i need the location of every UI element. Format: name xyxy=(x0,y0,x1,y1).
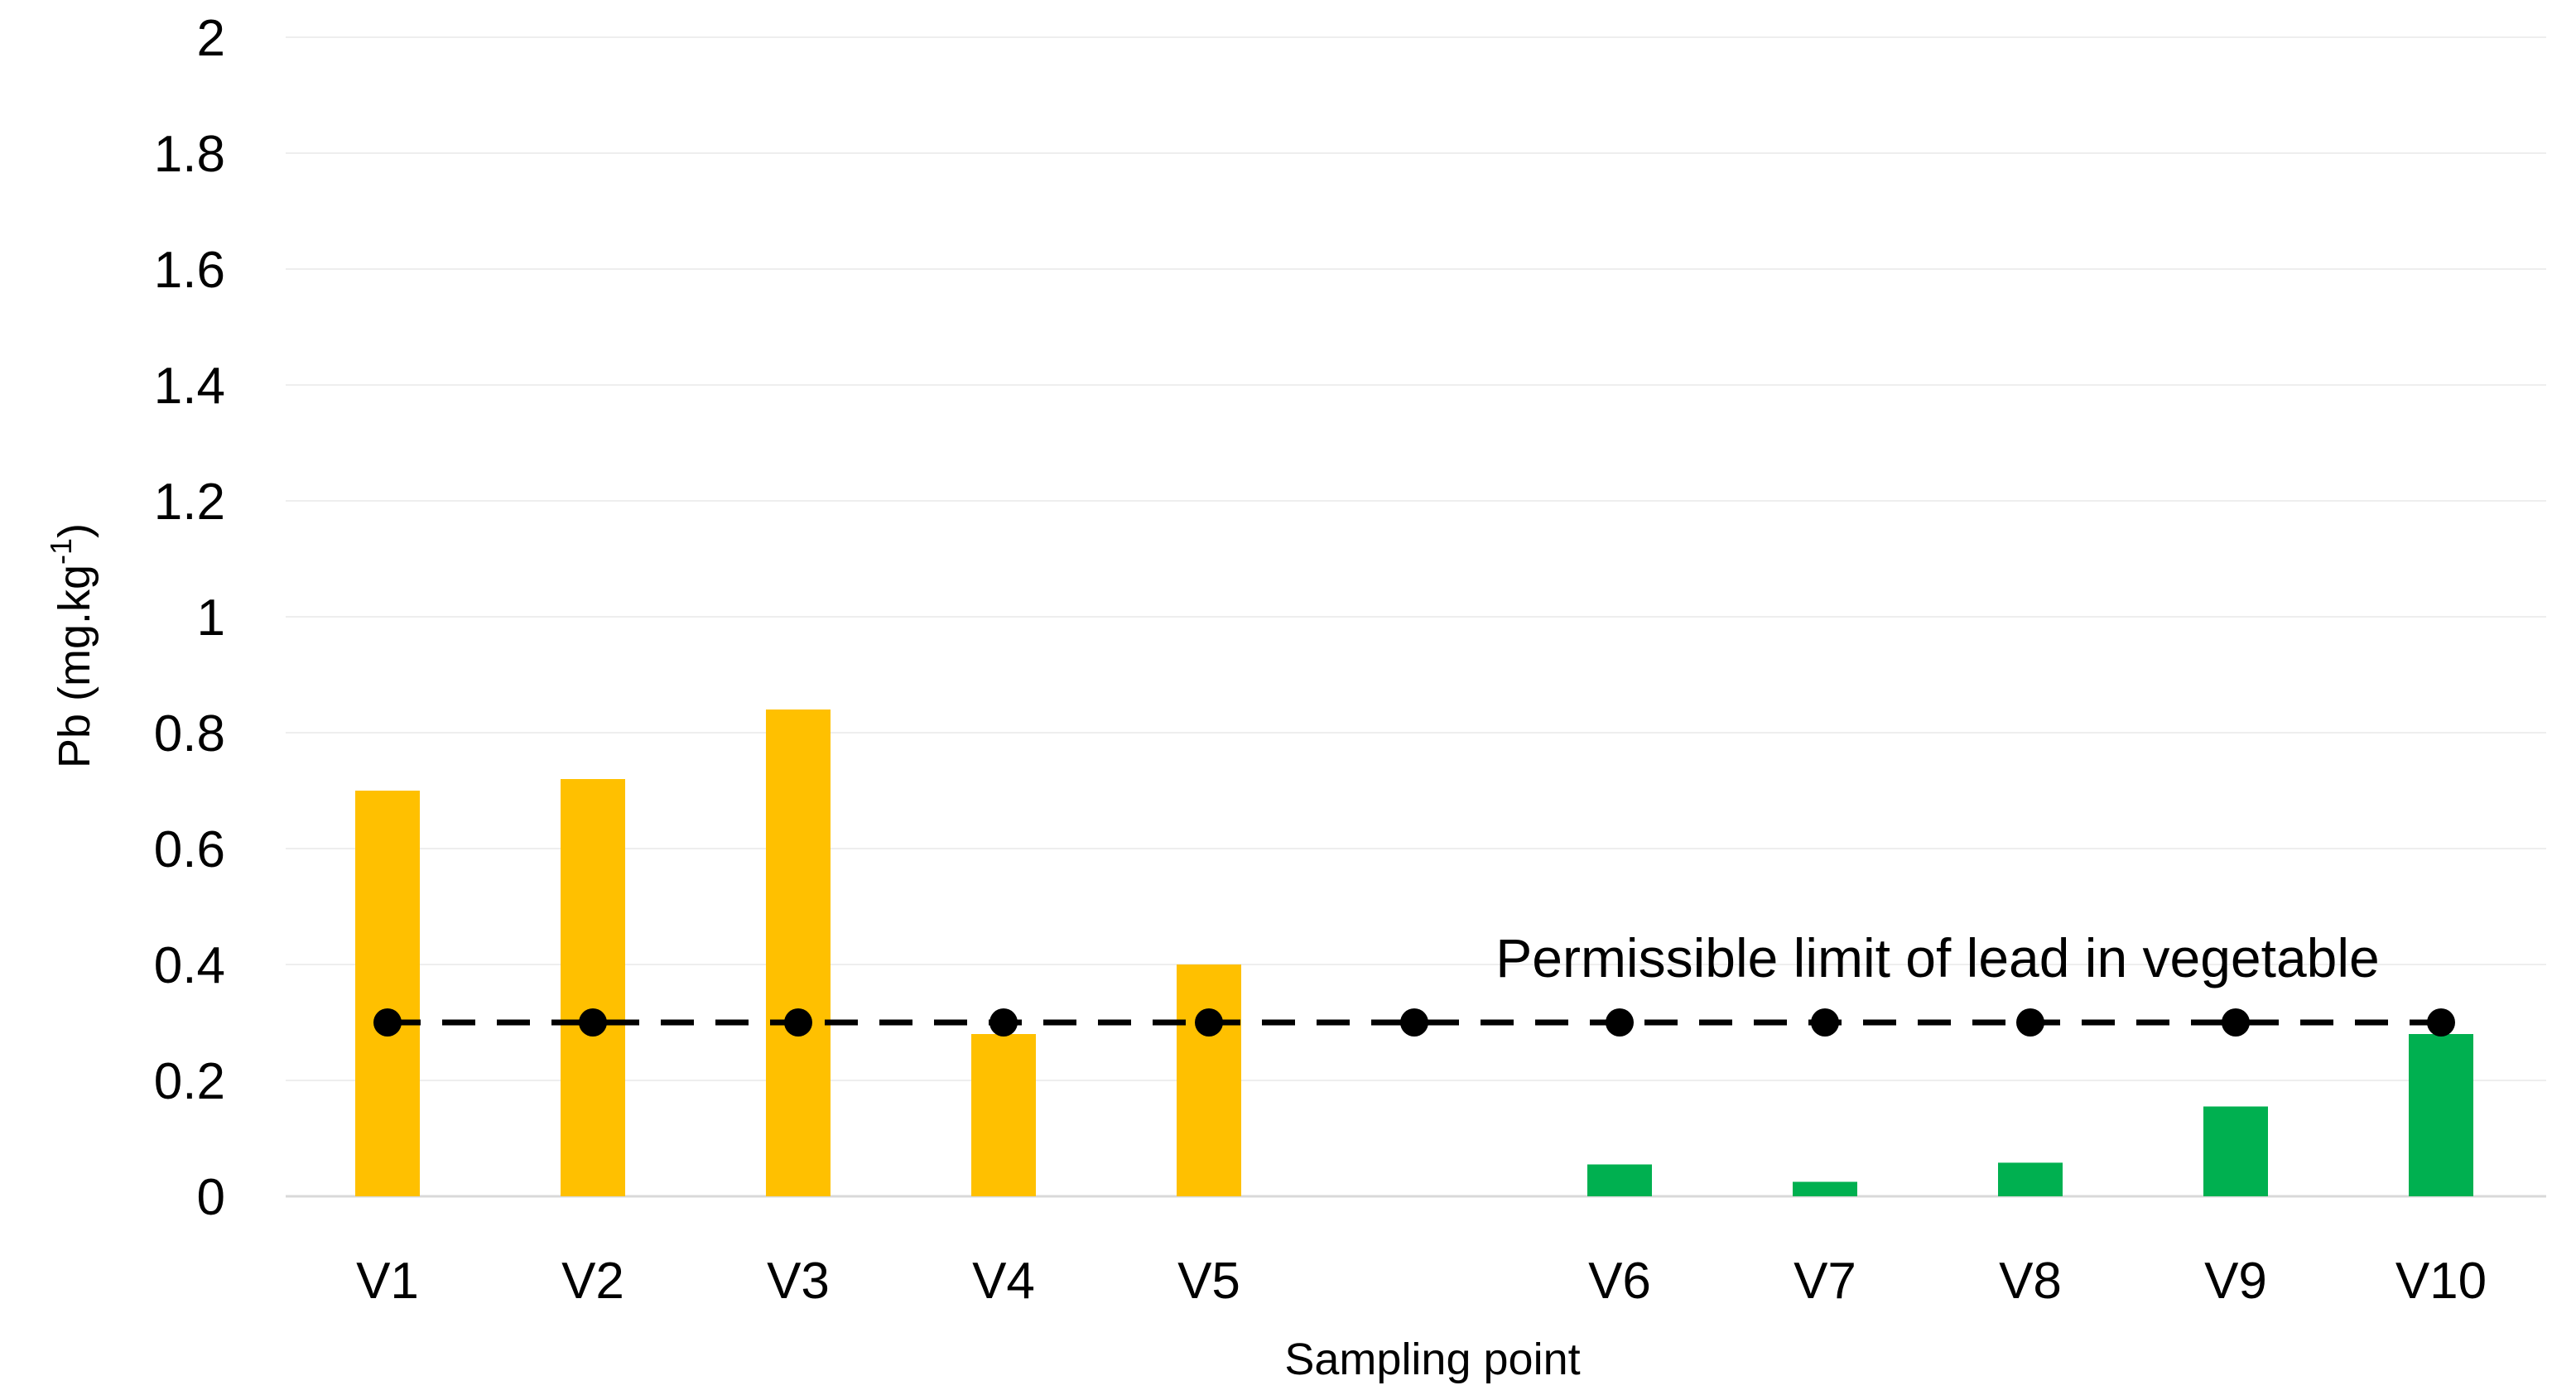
x-tick-label: V1 xyxy=(356,1253,419,1310)
y-tick-label: 1 xyxy=(197,589,225,647)
x-tick-label: V3 xyxy=(767,1253,830,1310)
bar-v10 xyxy=(2409,1034,2473,1196)
limit-marker xyxy=(1811,1008,1839,1037)
limit-marker xyxy=(1195,1008,1223,1037)
limit-marker xyxy=(784,1008,812,1037)
x-tick-label: V2 xyxy=(561,1253,624,1310)
bar-v2 xyxy=(561,779,625,1196)
bar-v8 xyxy=(1998,1162,2063,1196)
gridlines xyxy=(286,36,2546,1198)
bar-v9 xyxy=(2203,1106,2268,1196)
x-tick-label: V7 xyxy=(1794,1253,1856,1310)
limit-marker xyxy=(1606,1008,1634,1037)
y-tick-label: 1.4 xyxy=(154,358,225,415)
y-axis-title: Pb (mg.kg-1) xyxy=(44,523,99,768)
x-axis-ticks: V1 V2 V3 V4 V5 V6 V7 V8 V9 V10 xyxy=(356,1253,2487,1310)
y-tick-label: 1.2 xyxy=(154,474,225,531)
x-tick-label: V4 xyxy=(972,1253,1035,1310)
limit-marker xyxy=(2016,1008,2044,1037)
bar-v3 xyxy=(766,710,831,1196)
limit-marker xyxy=(2222,1008,2250,1037)
x-tick-label: V5 xyxy=(1177,1253,1240,1310)
x-tick-label: V8 xyxy=(1999,1253,2062,1310)
bar-v6 xyxy=(1587,1164,1652,1196)
bar-v5 xyxy=(1177,964,1241,1196)
permissible-limit-annotation: Permissible limit of lead in vegetable xyxy=(1495,927,2380,989)
y-tick-label: 0.6 xyxy=(154,821,225,878)
bar-v4 xyxy=(971,1034,1036,1196)
y-axis-title-main: Pb (mg.kg xyxy=(50,565,99,768)
y-axis-title-superscript: -1 xyxy=(44,538,78,565)
limit-marker xyxy=(579,1008,607,1037)
x-axis-title: Sampling point xyxy=(1284,1335,1580,1384)
y-axis-title-close: ) xyxy=(50,523,99,538)
y-tick-label: 0.2 xyxy=(154,1053,225,1110)
limit-marker xyxy=(373,1008,402,1037)
permissible-limit-series xyxy=(373,1008,2455,1037)
bars xyxy=(355,710,2473,1196)
x-tick-label: V10 xyxy=(2395,1253,2487,1310)
limit-marker xyxy=(1400,1008,1428,1037)
x-tick-label: V6 xyxy=(1588,1253,1651,1310)
y-tick-label: 1.8 xyxy=(154,126,225,183)
limit-marker xyxy=(989,1008,1018,1037)
y-tick-label: 2 xyxy=(197,10,225,67)
y-tick-label: 1.6 xyxy=(154,242,225,299)
bar-v7 xyxy=(1793,1181,1857,1196)
y-axis-ticks: 0 0.2 0.4 0.6 0.8 1 1.2 1.4 1.6 1.8 2 xyxy=(154,10,225,1226)
y-tick-label: 0.8 xyxy=(154,705,225,762)
y-tick-label: 0 xyxy=(197,1169,225,1226)
x-tick-label: V9 xyxy=(2204,1253,2267,1310)
limit-marker xyxy=(2427,1008,2455,1037)
bar-v1 xyxy=(355,791,420,1196)
y-tick-label: 0.4 xyxy=(154,937,225,994)
